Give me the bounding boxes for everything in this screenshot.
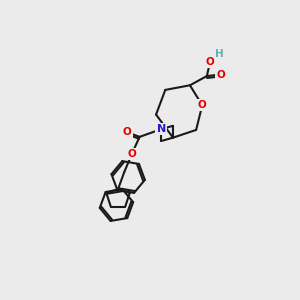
Text: H: H [215,50,224,59]
Text: O: O [198,100,207,110]
Text: N: N [157,124,166,134]
Text: O: O [123,127,132,137]
Text: O: O [128,149,136,159]
Text: O: O [206,57,214,67]
Text: O: O [216,70,225,80]
